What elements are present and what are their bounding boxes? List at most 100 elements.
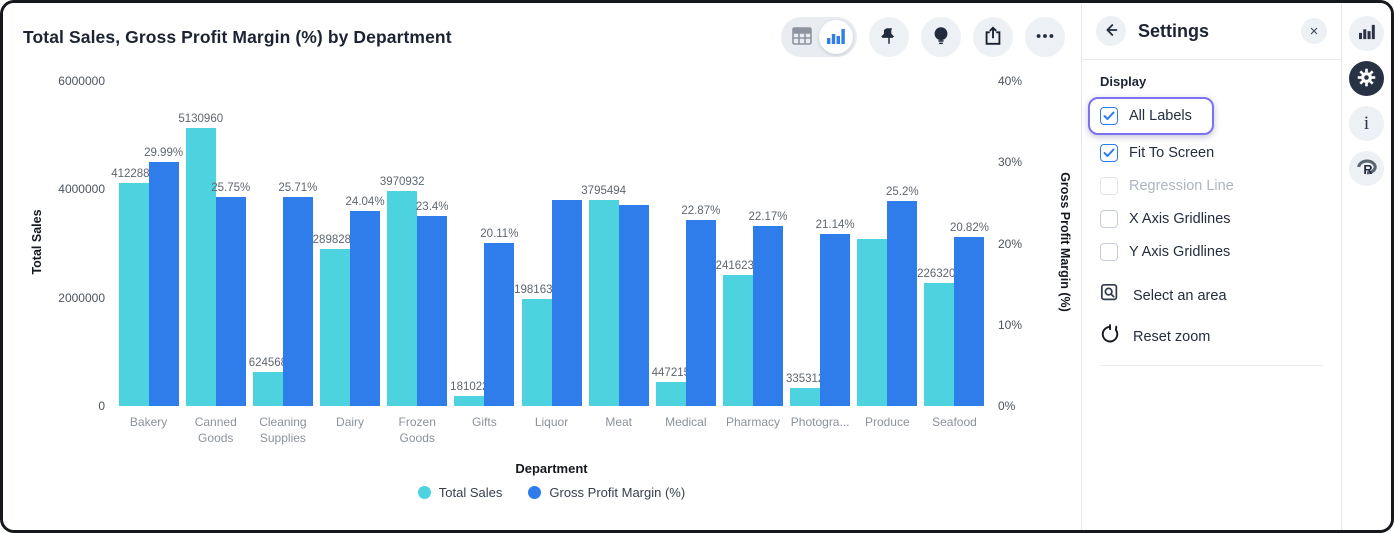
checkbox-checked-icon — [1100, 107, 1118, 125]
plot-area: 4122881 29.99% Bakery 5130960 25.75% Canned G… — [111, 81, 989, 445]
bar-gross-profit-margin[interactable]: 22.87% — [681, 205, 720, 406]
share-button[interactable] — [973, 17, 1013, 57]
bar-gross-profit-margin[interactable]: 24.04% — [346, 196, 385, 406]
bar-gross-profit-margin[interactable] — [551, 200, 582, 406]
legend-label: Gross Profit Margin (%) — [549, 485, 686, 500]
legend-item-total-sales[interactable]: Total Sales — [417, 485, 503, 500]
x-tick-label: Cleaning Supplies — [259, 415, 307, 446]
gear-icon — [1356, 67, 1377, 91]
share-icon — [982, 25, 1004, 50]
bar-gross-profit-margin[interactable]: 20.82% — [950, 222, 989, 406]
bar-group-dairy: 2898285 24.04% Dairy — [313, 81, 385, 429]
chart-view-button[interactable] — [819, 20, 853, 54]
back-button[interactable] — [1096, 16, 1126, 46]
bar-total-sales[interactable]: 181022 — [450, 381, 489, 406]
page-title: Total Sales, Gross Profit Margin (%) by … — [23, 27, 452, 47]
bar-group-medical: 447215 22.87% Medical — [652, 81, 721, 429]
back-arrow-icon — [1102, 21, 1120, 42]
rail-r-logo-button[interactable]: R — [1349, 151, 1384, 186]
bar-gross-profit-margin[interactable]: 21.14% — [816, 219, 855, 406]
x-tick-label: Seafood — [932, 415, 977, 429]
bar-total-sales[interactable]: 1981634 — [514, 284, 559, 406]
bar-total-sales[interactable]: 2263205 — [917, 268, 962, 406]
left-axis-ticks: 6000000 4000000 2000000 0 — [39, 74, 105, 413]
bar-total-sales[interactable]: 447215 — [652, 367, 690, 406]
settings-header-divider — [1082, 59, 1341, 60]
pin-button[interactable] — [869, 17, 909, 57]
bar-gross-profit-margin[interactable]: 25.71% — [278, 182, 317, 406]
bar-group-cleaning-supplies: 624568 25.71% Cleaning Supplies — [249, 81, 318, 445]
bar-value-label: 2263205 — [917, 268, 962, 280]
bar-total-sales[interactable]: 3970932 — [380, 176, 425, 406]
bar-total-sales[interactable]: 335312 — [786, 373, 824, 406]
reset-zoom-button[interactable]: Reset zoom — [1100, 324, 1323, 349]
axis-tick-label: 2000000 — [58, 290, 105, 305]
bar-group-frozen-goods: 3970932 23.4% Frozen Goods — [380, 81, 451, 445]
bar-group-bakery: 4122881 29.99% Bakery — [111, 81, 183, 429]
checkbox-regression-line: Regression Line — [1100, 177, 1323, 195]
bar-group-pharmacy: 2416230 22.17% Pharmacy — [716, 81, 788, 429]
x-tick-label: Medical — [665, 415, 707, 429]
bar-value-label: 1981634 — [514, 284, 559, 296]
rail-info-button[interactable]: i — [1349, 106, 1384, 141]
right-axis-ticks: 40% 30% 20% 10% 0% — [998, 74, 1042, 413]
bar-gross-profit-margin[interactable]: 25.75% — [211, 182, 250, 406]
info-icon: i — [1363, 112, 1370, 134]
bar-gross-profit-margin[interactable]: 22.17% — [748, 211, 787, 406]
bar-total-sales[interactable]: 624568 — [249, 357, 287, 406]
bar-gross-profit-margin[interactable]: 20.11% — [480, 228, 518, 406]
view-toggle — [781, 17, 857, 57]
axis-tick-label: 10% — [998, 317, 1023, 332]
settings-bottom-divider — [1100, 365, 1323, 366]
bar-gross-profit-margin[interactable] — [618, 205, 649, 406]
bar-group-meat: 3795494 Meat — [581, 81, 652, 429]
chart-toolbar — [781, 17, 1065, 57]
legend-label: Total Sales — [438, 485, 503, 500]
all-labels-focus-ring: All Labels — [1088, 97, 1214, 135]
legend-item-gross-profit-margin[interactable]: Gross Profit Margin (%) — [528, 485, 685, 500]
bar-total-sales[interactable]: 5130960 — [178, 113, 223, 406]
bar-value-label: 20.82% — [949, 222, 989, 234]
bar-group-seafood: 2263205 20.82% Seafood — [917, 81, 989, 429]
table-view-icon — [792, 26, 812, 48]
bar-group-gifts: 181022 20.11% Gifts — [450, 81, 518, 429]
checkbox-x-axis-gridlines[interactable]: X Axis Gridlines — [1100, 210, 1323, 228]
table-view-button[interactable] — [785, 20, 819, 54]
bar-total-sales[interactable] — [857, 239, 888, 406]
bar-total-sales[interactable]: 3795494 — [581, 185, 626, 406]
axis-tick-label: 30% — [998, 155, 1023, 170]
bar-total-sales[interactable]: 2416230 — [716, 260, 760, 406]
bar-value-label: 22.87% — [681, 205, 721, 217]
rail-chart-button[interactable] — [1349, 16, 1384, 51]
bar-gross-profit-margin[interactable]: 25.2% — [886, 186, 919, 406]
svg-text:R: R — [1363, 162, 1372, 177]
checkbox-y-axis-gridlines[interactable]: Y Axis Gridlines — [1100, 243, 1323, 261]
ellipsis-icon — [1034, 25, 1056, 50]
x-tick-label: Photogra... — [790, 415, 850, 429]
bar-gross-profit-margin[interactable]: 23.4% — [416, 201, 449, 406]
checkbox-fit-to-screen[interactable]: Fit To Screen — [1100, 144, 1323, 162]
axis-tick-label: 0% — [998, 399, 1016, 413]
more-button[interactable] — [1025, 17, 1065, 57]
bar-gross-profit-margin[interactable]: 29.99% — [144, 147, 183, 406]
bar-value-label: 25.75% — [211, 182, 251, 194]
bar-total-sales[interactable]: 4122881 — [111, 168, 156, 406]
option-label: Fit To Screen — [1129, 145, 1215, 161]
display-section-label: Display — [1100, 74, 1147, 89]
area-select-icon — [1100, 283, 1120, 308]
checkbox-all-labels[interactable]: All Labels — [1100, 107, 1192, 125]
close-settings-button[interactable]: × — [1301, 18, 1327, 44]
option-label: X Axis Gridlines — [1129, 211, 1231, 227]
rail-settings-button[interactable] — [1349, 61, 1384, 96]
bar-value-label: 624568 — [248, 357, 288, 369]
bar-value-label: 4122881 — [111, 168, 156, 180]
chart-panel: Total Sales, Gross Profit Margin (%) by … — [3, 3, 1081, 530]
x-tick-label: Pharmacy — [725, 415, 780, 429]
bar-total-sales[interactable]: 2898285 — [313, 234, 357, 406]
checkbox-unchecked-icon — [1100, 210, 1118, 228]
select-area-button[interactable]: Select an area — [1100, 283, 1323, 308]
x-tick-label: Produce — [864, 415, 910, 429]
insight-bulb-button[interactable] — [921, 17, 961, 57]
pin-icon — [878, 25, 900, 50]
x-tick-label: Canned Goods — [194, 415, 237, 446]
